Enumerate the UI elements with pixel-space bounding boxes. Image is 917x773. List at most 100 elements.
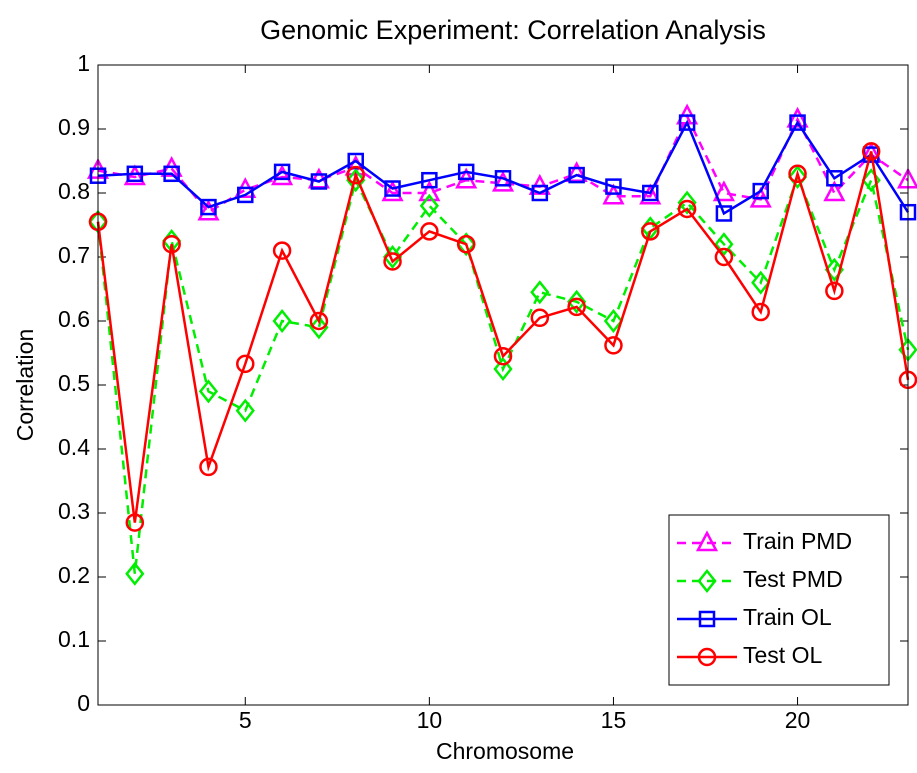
- marker: [381, 180, 404, 202]
- marker: [493, 356, 513, 382]
- marker: [712, 180, 735, 202]
- marker: [677, 190, 697, 215]
- marker: [642, 184, 659, 202]
- marker: [751, 302, 770, 322]
- marker: [162, 234, 181, 254]
- marker: [641, 222, 660, 241]
- marker: [787, 164, 808, 190]
- marker: [826, 170, 843, 187]
- y-tick-label: 0.3: [58, 498, 90, 524]
- marker: [714, 247, 734, 267]
- marker: [698, 610, 716, 628]
- marker: [346, 168, 366, 193]
- y-axis-label: Correlation: [12, 329, 38, 442]
- marker: [695, 530, 719, 552]
- marker: [198, 379, 219, 404]
- marker: [384, 180, 401, 197]
- marker: [126, 165, 144, 183]
- y-tick-label: 0.5: [58, 370, 90, 396]
- y-tick-label: 0: [77, 690, 90, 716]
- marker: [383, 252, 402, 271]
- marker: [531, 184, 549, 202]
- legend-label: Train OL: [743, 604, 832, 630]
- marker: [567, 297, 586, 317]
- y-tick-label: 0.2: [58, 562, 90, 588]
- marker: [697, 568, 717, 594]
- marker: [678, 114, 696, 131]
- x-tick-label: 15: [601, 707, 627, 733]
- marker: [493, 346, 513, 366]
- marker: [715, 205, 733, 222]
- marker: [421, 171, 438, 189]
- y-tick-label: 0.9: [58, 114, 90, 140]
- marker: [125, 561, 145, 586]
- plot-frame: [97, 64, 909, 706]
- y-tick-label: 0.4: [58, 434, 90, 460]
- marker: [568, 166, 585, 184]
- marker: [200, 198, 217, 216]
- x-axis-label: Chromosome: [436, 738, 574, 764]
- y-tick-label: 0.8: [58, 178, 90, 204]
- marker: [788, 164, 807, 184]
- marker: [639, 183, 662, 205]
- y-tick-label: 0.7: [58, 242, 90, 268]
- marker: [677, 199, 697, 219]
- marker: [125, 513, 145, 532]
- marker: [603, 308, 624, 334]
- marker: [163, 165, 180, 183]
- marker: [605, 178, 622, 195]
- marker: [786, 106, 809, 128]
- marker: [235, 398, 255, 423]
- marker: [604, 336, 623, 355]
- legend-label: Test PMD: [743, 566, 843, 592]
- chart-title: Genomic Experiment: Correlation Analysis: [260, 15, 766, 45]
- y-tick-label: 0.6: [58, 306, 90, 332]
- x-tick-label: 10: [417, 707, 443, 733]
- marker: [714, 232, 734, 257]
- series-line: [96, 173, 910, 574]
- marker: [309, 315, 329, 340]
- marker: [199, 457, 218, 477]
- legend-label: Test OL: [743, 642, 822, 668]
- y-tick-label: 0.1: [58, 626, 90, 652]
- marker: [697, 647, 717, 667]
- x-tick-label: 20: [785, 707, 811, 733]
- marker: [272, 241, 292, 260]
- x-tick-label: 5: [239, 707, 252, 733]
- marker: [825, 281, 844, 301]
- marker: [456, 232, 476, 257]
- marker: [310, 173, 328, 190]
- legend: Train PMD Test PMD Train OL Test OL: [668, 514, 890, 686]
- marker: [236, 354, 255, 374]
- marker: [272, 308, 292, 334]
- marker: [237, 186, 254, 204]
- series-line: [97, 113, 909, 214]
- marker: [491, 170, 515, 192]
- legend-label: Train PMD: [743, 528, 852, 554]
- marker: [419, 193, 439, 218]
- marker: [751, 270, 771, 295]
- marker: [123, 164, 146, 186]
- y-tick-label: 1: [77, 50, 90, 76]
- marker: [752, 182, 769, 200]
- marker: [420, 222, 439, 241]
- marker: [565, 161, 588, 183]
- marker: [457, 163, 475, 181]
- marker: [273, 163, 291, 181]
- marker: [346, 165, 365, 185]
- marker: [494, 170, 512, 187]
- marker: [861, 142, 881, 161]
- marker: [456, 234, 476, 254]
- marker: [418, 180, 441, 202]
- marker: [567, 289, 587, 314]
- series-line: [96, 151, 910, 523]
- marker: [309, 311, 329, 331]
- marker: [530, 280, 550, 305]
- marker: [823, 180, 846, 202]
- marker: [789, 114, 806, 131]
- marker: [382, 244, 403, 270]
- marker: [197, 199, 220, 221]
- marker: [530, 308, 550, 328]
- series-line: [97, 119, 910, 216]
